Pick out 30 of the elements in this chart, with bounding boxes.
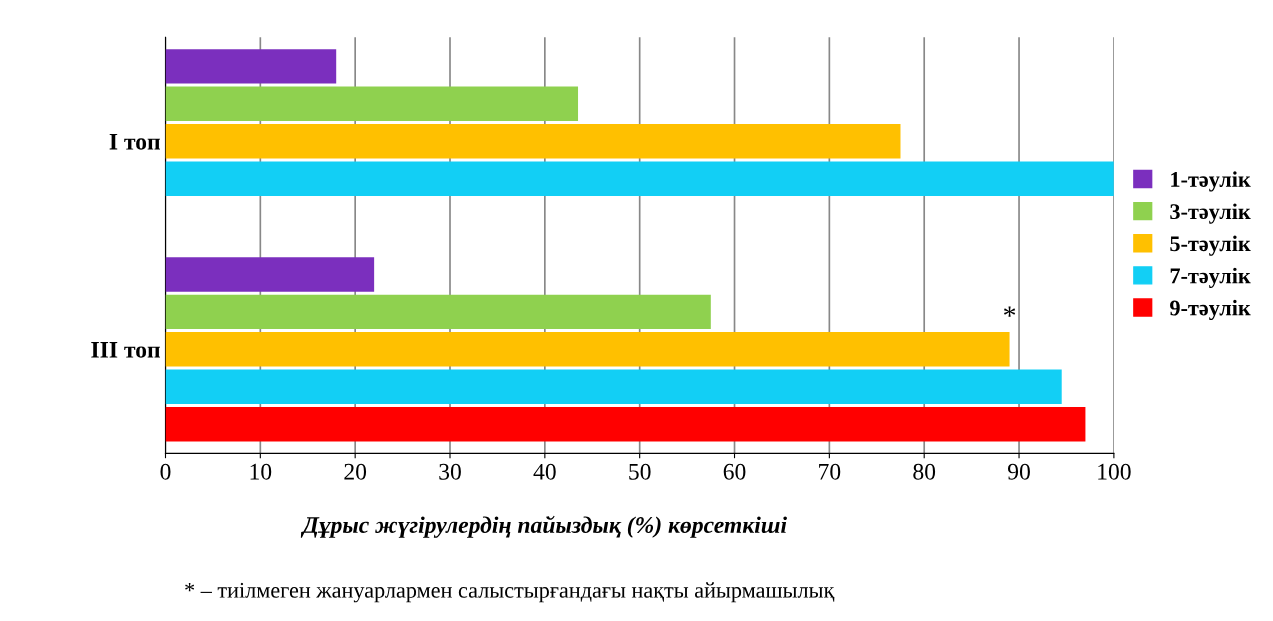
legend-label: 3-тәулік	[1170, 203, 1251, 224]
y-tick-label: I топ	[109, 134, 160, 150]
x-tick-label: 10	[250, 463, 272, 480]
legend-label: 9-тәулік	[1170, 299, 1251, 321]
x-tick-label: 100	[1098, 463, 1131, 480]
bar	[165, 369, 1062, 404]
y-tick-label: III топ	[91, 342, 160, 358]
text: * – тиілмеген жануарлармен салыстырғандағы нақты айырмашылық	[185, 582, 835, 603]
x-tick-label: 50	[629, 463, 651, 480]
legend-label: 1-тәулік	[1171, 171, 1251, 192]
bar	[165, 161, 1114, 196]
bar	[165, 124, 901, 159]
x-axis-title: Дұрыс жүгірулердің пайыздық (%) көрсеткіші	[300, 515, 787, 538]
x-tick-label: 90	[1007, 463, 1030, 480]
x-tick-label: 0	[160, 463, 171, 480]
x-tick-label: 30	[439, 463, 461, 480]
annotation: *	[1003, 306, 1016, 317]
bar	[165, 257, 375, 292]
bar	[165, 86, 579, 122]
legend-label: 5-тәулік	[1170, 235, 1251, 256]
x-tick-label: 70	[819, 463, 841, 480]
bar	[165, 406, 1086, 442]
x-tick-label: 80	[913, 463, 936, 480]
bar	[165, 332, 1010, 367]
x-tick-label: 20	[344, 463, 367, 480]
bar	[165, 49, 337, 84]
legend-label: 7-тәулік	[1170, 267, 1251, 288]
x-tick-label: 60	[723, 463, 746, 480]
bar	[165, 294, 711, 330]
x-tick-label: 40	[533, 463, 556, 480]
